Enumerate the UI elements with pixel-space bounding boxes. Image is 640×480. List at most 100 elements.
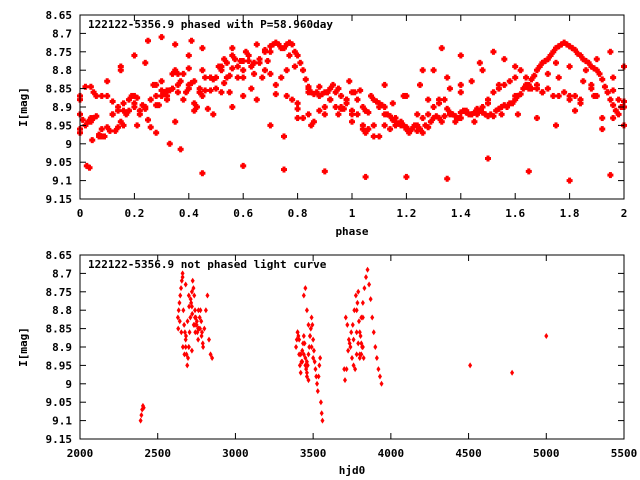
data-point <box>504 104 511 110</box>
data-point <box>183 336 188 343</box>
data-point <box>327 96 334 103</box>
data-point <box>193 314 198 321</box>
data-point <box>210 76 217 83</box>
data-point <box>134 94 141 101</box>
data-point <box>544 85 551 92</box>
data-point <box>213 85 219 92</box>
x-tick-label: 1 <box>349 207 356 220</box>
data-point <box>365 126 372 133</box>
data-point <box>304 307 309 314</box>
x-tick-label: 2 <box>621 207 628 220</box>
data-point <box>180 270 185 277</box>
data-point <box>131 100 138 107</box>
data-point <box>120 100 127 107</box>
data-point <box>553 122 559 129</box>
y-tick-label: 8.9 <box>52 101 72 114</box>
data-point <box>468 111 475 118</box>
data-point <box>311 355 316 362</box>
data-point <box>199 332 204 339</box>
data-point <box>316 92 323 99</box>
data-point <box>312 358 317 365</box>
data-point <box>476 59 483 66</box>
data-point <box>607 48 614 55</box>
data-point <box>301 332 306 339</box>
data-point <box>468 362 473 369</box>
data-point <box>142 104 149 110</box>
data-point <box>180 274 185 281</box>
data-point <box>572 92 579 99</box>
data-point <box>389 116 396 123</box>
data-point <box>185 318 190 325</box>
data-point <box>232 56 239 63</box>
data-point <box>308 325 313 332</box>
y-tick-label: 9 <box>65 378 72 391</box>
data-point <box>267 43 274 50</box>
data-point <box>309 314 314 321</box>
y-tick-label: 8.7 <box>52 27 72 40</box>
data-point <box>368 296 373 303</box>
data-point <box>588 85 595 92</box>
data-point <box>523 81 530 88</box>
data-point <box>240 92 247 99</box>
data-point <box>544 56 551 63</box>
data-point <box>419 67 426 74</box>
data-point <box>185 52 192 59</box>
data-point <box>117 67 124 74</box>
data-point <box>286 52 293 59</box>
data-point <box>196 325 201 332</box>
data-point <box>177 146 184 153</box>
x-tick-label: 1.6 <box>505 207 525 220</box>
data-point <box>457 89 464 96</box>
data-point <box>270 41 277 48</box>
data-point <box>305 111 312 118</box>
data-point <box>371 329 376 336</box>
data-point <box>368 92 375 99</box>
data-point <box>142 59 149 66</box>
data-point <box>351 89 358 96</box>
data-point <box>281 166 287 173</box>
data-point <box>179 285 184 292</box>
data-point <box>436 115 443 122</box>
data-point <box>281 133 287 140</box>
y-tick-label: 8.95 <box>46 359 73 372</box>
data-point <box>414 127 421 134</box>
data-point <box>553 59 559 66</box>
data-point <box>109 111 116 118</box>
data-point <box>463 107 470 114</box>
data-point <box>197 314 202 321</box>
data-point <box>177 78 184 85</box>
data-point <box>115 124 122 131</box>
data-point <box>240 162 247 169</box>
data-point <box>350 321 355 328</box>
data-point <box>204 105 211 112</box>
data-point <box>104 78 111 85</box>
data-point <box>343 314 348 321</box>
data-point <box>577 100 584 107</box>
y-tick-label: 8.9 <box>52 341 72 354</box>
data-point <box>300 358 305 365</box>
data-point <box>248 63 255 70</box>
data-point <box>365 266 370 273</box>
data-point <box>544 70 551 77</box>
data-point <box>267 122 274 129</box>
data-point <box>87 118 94 125</box>
data-point <box>610 74 617 81</box>
data-point <box>186 292 191 299</box>
data-point <box>357 355 362 362</box>
data-point <box>176 307 181 314</box>
phased-plot-series <box>77 34 627 184</box>
data-point <box>523 74 530 81</box>
data-point <box>199 45 206 52</box>
data-point <box>82 83 89 90</box>
data-point <box>191 285 196 292</box>
data-point <box>493 107 500 114</box>
data-point <box>430 104 437 110</box>
data-point <box>153 92 160 99</box>
data-point <box>397 118 404 125</box>
data-point <box>120 122 127 129</box>
data-point <box>345 321 350 328</box>
data-point <box>190 310 195 317</box>
data-point <box>438 45 445 52</box>
data-point <box>343 377 348 384</box>
data-point <box>304 369 309 376</box>
